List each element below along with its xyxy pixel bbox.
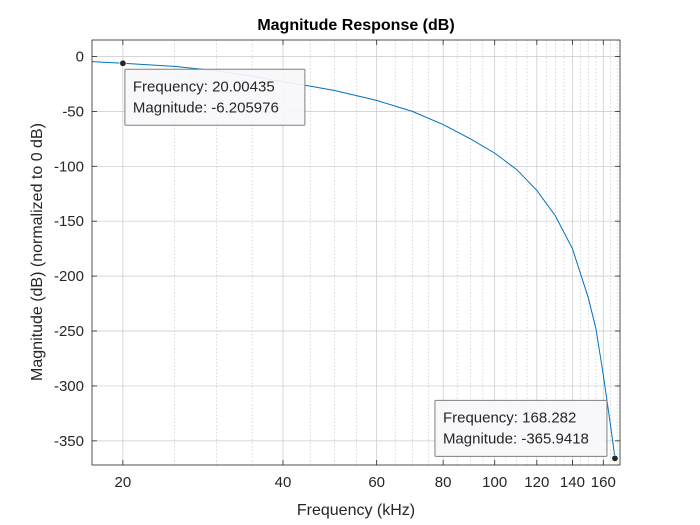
x-axis-label: Frequency (kHz)	[297, 502, 415, 519]
datatip-marker	[119, 59, 127, 67]
datatip-line: Frequency: 168.282	[443, 409, 576, 426]
x-tick-label: 160	[591, 474, 616, 491]
y-axis-label: Magnitude (dB) (normalized to 0 dB)	[29, 123, 46, 381]
x-tick-label: 120	[524, 474, 549, 491]
datatip-line: Magnitude: -365.9418	[443, 430, 589, 447]
y-tick-label: 0	[76, 48, 84, 65]
minor-grid	[174, 40, 618, 465]
chart-title: Magnitude Response (dB)	[257, 17, 454, 34]
x-tick-label: 20	[115, 474, 132, 491]
datatip-line: Frequency: 20.00435	[133, 78, 275, 95]
datatip-layer: Frequency: 20.00435 Magnitude: -6.205976 F…	[119, 59, 619, 462]
datatip-line: Magnitude: -6.205976	[133, 99, 279, 116]
x-tick-label: 40	[275, 474, 292, 491]
datatip-marker	[611, 454, 619, 462]
y-tick-label: -300	[54, 378, 84, 395]
y-tick-label: -100	[54, 158, 84, 175]
y-tick-labels: 0 -50 -100 -150 -200 -250 -300 -350	[54, 48, 84, 449]
tick-marks	[92, 40, 620, 465]
major-grid	[92, 40, 620, 465]
x-tick-labels: 20 40 60 80 100 120 140 160	[115, 474, 616, 491]
x-tick-label: 100	[482, 474, 507, 491]
x-tick-label: 140	[560, 474, 585, 491]
y-tick-label: -50	[62, 103, 84, 120]
datatip-box	[124, 68, 306, 126]
x-tick-label: 80	[435, 474, 452, 491]
y-tick-label: -350	[54, 433, 84, 450]
datatip-box	[434, 399, 608, 457]
y-tick-label: -150	[54, 213, 84, 230]
y-tick-label: -250	[54, 323, 84, 340]
x-tick-label: 60	[368, 474, 385, 491]
plot-frame	[91, 39, 621, 466]
y-tick-label: -200	[54, 268, 84, 285]
